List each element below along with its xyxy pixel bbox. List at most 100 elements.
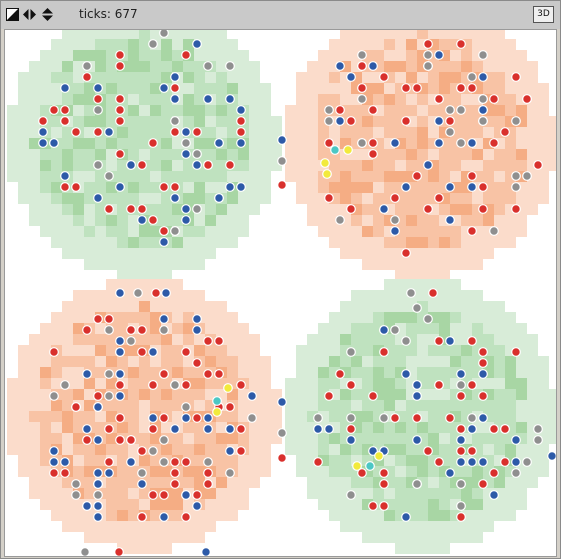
agent[interactable] (237, 139, 246, 148)
agent[interactable] (182, 403, 191, 412)
agent[interactable] (116, 414, 125, 423)
agent[interactable] (490, 95, 499, 104)
left-right-arrows-icon[interactable] (23, 8, 36, 21)
agent[interactable] (457, 458, 466, 467)
agent[interactable] (446, 106, 455, 115)
up-down-arrows-icon[interactable] (41, 8, 54, 21)
agent[interactable] (160, 183, 169, 192)
agent[interactable] (325, 139, 334, 148)
agent[interactable] (479, 51, 488, 60)
agent[interactable] (457, 480, 466, 489)
agent[interactable] (391, 227, 400, 236)
agent[interactable] (72, 183, 81, 192)
agent[interactable] (380, 480, 389, 489)
agent[interactable] (413, 304, 422, 313)
agent[interactable] (490, 425, 499, 434)
agent[interactable] (193, 502, 202, 511)
agent[interactable] (116, 381, 125, 390)
agent[interactable] (138, 348, 147, 357)
agent[interactable] (193, 205, 202, 214)
agent[interactable] (72, 491, 81, 500)
agent[interactable] (224, 384, 233, 393)
agent[interactable] (248, 414, 257, 423)
agent[interactable] (435, 117, 444, 126)
agent[interactable] (402, 337, 411, 346)
agent[interactable] (193, 40, 202, 49)
agent[interactable] (512, 117, 521, 126)
agent[interactable] (402, 183, 411, 192)
agent[interactable] (479, 458, 488, 467)
resize-icon[interactable] (6, 8, 19, 21)
agent[interactable] (61, 381, 70, 390)
agent[interactable] (446, 117, 455, 126)
agent[interactable] (479, 205, 488, 214)
agent[interactable] (369, 150, 378, 159)
agent[interactable] (138, 447, 147, 456)
agent[interactable] (278, 181, 287, 190)
agent[interactable] (358, 51, 367, 60)
agent[interactable] (50, 469, 59, 478)
agent[interactable] (83, 502, 92, 511)
agent[interactable] (479, 117, 488, 126)
agent[interactable] (314, 458, 323, 467)
agent[interactable] (204, 161, 213, 170)
agent[interactable] (171, 425, 180, 434)
agent[interactable] (105, 469, 114, 478)
agent[interactable] (534, 161, 543, 170)
agent[interactable] (39, 117, 48, 126)
agent[interactable] (479, 414, 488, 423)
agent[interactable] (94, 436, 103, 445)
agent[interactable] (278, 454, 287, 463)
agent[interactable] (479, 370, 488, 379)
agent[interactable] (468, 227, 477, 236)
agent[interactable] (193, 359, 202, 368)
agent[interactable] (278, 398, 287, 407)
agent[interactable] (391, 326, 400, 335)
agent[interactable] (391, 194, 400, 203)
agent[interactable] (213, 397, 222, 406)
agent[interactable] (215, 337, 224, 346)
world-canvas[interactable] (5, 30, 556, 556)
agent[interactable] (61, 172, 70, 181)
agent[interactable] (226, 447, 235, 456)
agent[interactable] (213, 408, 222, 417)
agent[interactable] (171, 128, 180, 137)
agent[interactable] (237, 106, 246, 115)
agent[interactable] (446, 183, 455, 192)
agent[interactable] (457, 392, 466, 401)
agent[interactable] (94, 194, 103, 203)
agent[interactable] (116, 51, 125, 60)
agent[interactable] (182, 458, 191, 467)
agent[interactable] (347, 348, 356, 357)
agent[interactable] (512, 172, 521, 181)
agent[interactable] (435, 95, 444, 104)
agent[interactable] (171, 194, 180, 203)
agent[interactable] (105, 458, 114, 467)
agent[interactable] (94, 513, 103, 522)
agent[interactable] (193, 491, 202, 500)
agent[interactable] (446, 469, 455, 478)
agent[interactable] (424, 40, 433, 49)
agent[interactable] (83, 370, 92, 379)
agent[interactable] (325, 425, 334, 434)
agent[interactable] (138, 513, 147, 522)
agent[interactable] (160, 513, 169, 522)
agent[interactable] (105, 205, 114, 214)
agent[interactable] (127, 436, 136, 445)
agent[interactable] (366, 462, 375, 471)
agent[interactable] (171, 227, 180, 236)
agent[interactable] (402, 513, 411, 522)
agent[interactable] (336, 106, 345, 115)
agent[interactable] (325, 117, 334, 126)
agent[interactable] (116, 62, 125, 71)
agent[interactable] (116, 117, 125, 126)
agent[interactable] (61, 106, 70, 115)
agent[interactable] (413, 392, 422, 401)
agent[interactable] (278, 136, 287, 145)
agent[interactable] (237, 447, 246, 456)
agent[interactable] (50, 392, 59, 401)
agent[interactable] (237, 117, 246, 126)
agent[interactable] (548, 452, 556, 461)
agent[interactable] (61, 458, 70, 467)
agent[interactable] (413, 172, 422, 181)
